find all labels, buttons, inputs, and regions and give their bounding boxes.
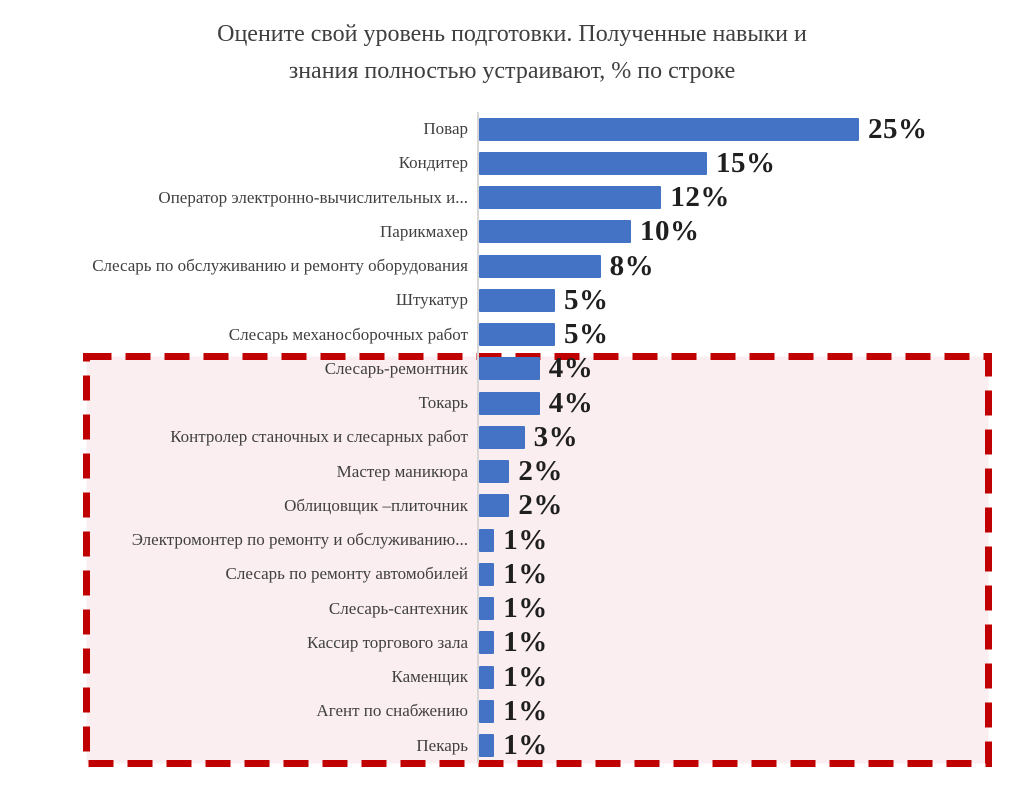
bar-row: Слесарь механосборочных работ 5%	[0, 318, 1024, 352]
y-axis-line	[477, 112, 479, 763]
category-label: Парикмахер	[380, 221, 468, 241]
value-label: 4%	[548, 386, 594, 419]
chart-title-line-1: Оцените свой уровень подготовки. Получен…	[217, 21, 807, 47]
bar-row: Слесарь-ремонтник 4%	[0, 352, 1024, 386]
bar-row: Штукатур 5%	[0, 283, 1024, 317]
value-label: 8%	[609, 249, 655, 282]
bar	[479, 528, 495, 552]
category-label: Токарь	[418, 393, 468, 413]
bar-row: Токарь 4%	[0, 386, 1024, 420]
category-label: Повар	[423, 119, 468, 139]
bar	[479, 357, 540, 381]
highlight-box-rect	[83, 353, 992, 767]
bar	[479, 220, 631, 244]
value-label: 1%	[503, 557, 548, 590]
bar	[479, 186, 662, 210]
value-label: 15%	[716, 146, 776, 179]
highlight-box	[83, 353, 992, 767]
value-label: 3%	[533, 420, 579, 453]
bar-row: Кондитер 15%	[0, 146, 1024, 180]
category-label: Слесарь по обслуживанию и ремонту оборуд…	[92, 256, 468, 276]
category-label: Оператор электронно-вычислительных и...	[158, 187, 468, 207]
category-label: Штукатур	[395, 290, 468, 310]
chart-title-line-2: знания полностью устраивают, % по строке	[288, 58, 736, 85]
bar	[479, 254, 601, 278]
bar	[479, 699, 495, 723]
bar-row: Слесарь по ремонту автомобилей 1%	[0, 557, 1024, 591]
bar-row: Мастер маникюра 2%	[0, 455, 1024, 489]
bar-row: Агент по снабжению 1%	[0, 694, 1024, 728]
category-label: Слесарь-сантехник	[328, 598, 468, 618]
bar-row: Пекарь 1%	[0, 729, 1024, 763]
bar	[479, 391, 540, 415]
category-label: Слесарь-ремонтник	[324, 358, 468, 378]
bar	[479, 597, 495, 621]
bar	[479, 323, 555, 347]
category-label: Контролер станочных и слесарных работ	[170, 427, 468, 447]
bar	[479, 562, 495, 586]
value-label: 25%	[868, 112, 928, 145]
chart-title: Оцените свой уровень подготовки. Получен…	[0, 16, 1024, 90]
value-label: 2%	[518, 489, 563, 522]
value-label: 5%	[564, 283, 609, 316]
value-label: 4%	[548, 352, 594, 385]
bar-row: Парикмахер 10%	[0, 215, 1024, 249]
bar-row: Электромонтер по ремонту и обслуживанию.…	[0, 523, 1024, 557]
bar	[479, 734, 495, 758]
value-label: 1%	[503, 729, 548, 762]
category-label: Каменщик	[391, 667, 468, 687]
category-label: Мастер маникюра	[336, 461, 468, 481]
bar-row: Каменщик 1%	[0, 660, 1024, 694]
value-label: 1%	[503, 694, 548, 727]
bar-row: Слесарь по обслуживанию и ремонту оборуд…	[0, 249, 1024, 283]
bar	[479, 425, 525, 449]
bar	[479, 494, 510, 518]
bar	[479, 665, 495, 689]
category-label: Кондитер	[398, 153, 468, 173]
bar	[479, 151, 707, 175]
bar	[479, 288, 555, 312]
bar-row: Слесарь-сантехник 1%	[0, 592, 1024, 626]
category-label: Пекарь	[416, 735, 468, 755]
value-label: 1%	[503, 660, 548, 693]
bar-row: Кассир торгового зала 1%	[0, 626, 1024, 660]
category-label: Облицовщик –плиточник	[284, 495, 468, 515]
value-label: 1%	[503, 626, 548, 659]
value-label: 12%	[670, 181, 730, 214]
category-label: Электромонтер по ремонту и обслуживанию.…	[131, 530, 468, 550]
value-label: 1%	[503, 523, 548, 556]
bar	[479, 117, 859, 141]
bar	[479, 631, 495, 655]
bar-row: Облицовщик –плиточник 2%	[0, 489, 1024, 523]
value-label: 5%	[564, 318, 609, 351]
value-label: 1%	[503, 592, 548, 625]
category-label: Слесарь механосборочных работ	[228, 324, 468, 344]
category-label: Слесарь по ремонту автомобилей	[225, 564, 468, 584]
bar	[479, 460, 510, 484]
value-label: 10%	[640, 215, 700, 248]
bar-rows: Повар 25% Кондитер 15% Оператор электрон…	[0, 112, 1024, 763]
bar-row: Повар 25%	[0, 112, 1024, 146]
value-label: 2%	[518, 455, 563, 488]
category-label: Кассир торгового зала	[306, 632, 468, 652]
bar-row: Контролер станочных и слесарных работ 3%	[0, 420, 1024, 454]
bar-row: Оператор электронно-вычислительных и... …	[0, 181, 1024, 215]
category-label: Агент по снабжению	[316, 701, 468, 721]
